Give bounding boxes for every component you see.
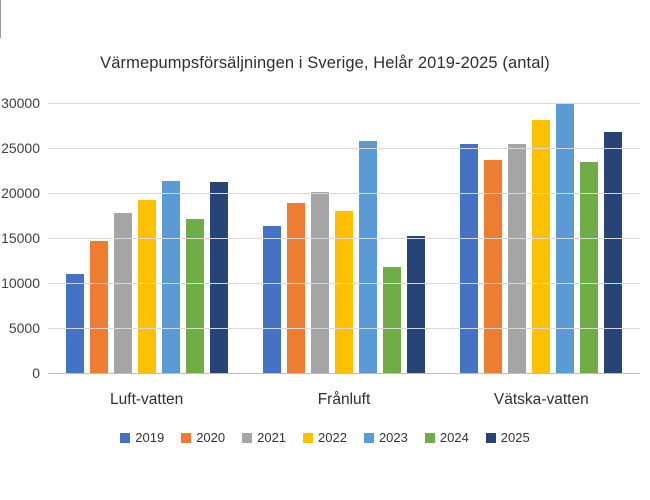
gridline (48, 102, 640, 104)
legend-item: 2023 (363, 430, 408, 445)
legend-swatch (485, 432, 496, 443)
legend-swatch (303, 432, 314, 443)
bar-2024 (580, 161, 599, 373)
legend-label: 2023 (378, 430, 408, 445)
bar-2019 (460, 144, 479, 373)
gridline (48, 282, 640, 284)
gridline (48, 192, 640, 194)
bar-2019 (262, 226, 281, 373)
bar-2022 (334, 211, 353, 373)
gridline (48, 147, 640, 149)
x-axis: Luft-vatten Frånluft Vätska-vatten (48, 391, 640, 409)
legend-swatch (120, 432, 131, 443)
legend-label: 2022 (318, 430, 347, 445)
chart-title: Värmepumpsförsäljningen i Sverige, Helår… (100, 54, 550, 72)
legend-swatch (242, 432, 253, 443)
y-tick-label: 10000 (1, 275, 40, 291)
y-tick-label: 30000 (1, 95, 40, 111)
bar-2024 (185, 219, 204, 373)
category-label: Vätska-vatten (493, 391, 589, 408)
legend-swatch (363, 432, 374, 443)
legend-item: 2019 (120, 430, 164, 445)
x-axis-line (48, 372, 640, 374)
y-tick-label: 0 (32, 365, 40, 381)
bar-groups (48, 103, 640, 373)
bar-2025 (604, 131, 623, 373)
bar-2023 (161, 181, 180, 373)
crop-artifact-line (0, 0, 1, 38)
bar-2020 (484, 159, 503, 373)
legend-item: 2020 (181, 430, 225, 445)
bar-2023 (358, 140, 377, 373)
bar-group (245, 103, 442, 373)
bar-2025 (209, 182, 228, 373)
bar-2025 (406, 236, 425, 373)
legend-swatch (424, 432, 435, 443)
bar-2022 (137, 200, 156, 373)
legend-label: 2020 (196, 430, 226, 445)
y-tick-label: 25000 (1, 140, 40, 156)
legend-label: 2025 (500, 430, 530, 445)
bar-2020 (286, 202, 305, 373)
bar-2021 (508, 143, 527, 373)
category-label: Luft-vatten (110, 391, 184, 408)
y-tick-label: 15000 (1, 230, 40, 246)
legend-item: 2024 (424, 430, 469, 445)
legend-item: 2021 (242, 430, 286, 445)
bar-2022 (532, 120, 551, 373)
gridline (48, 237, 640, 239)
bar-2021 (113, 212, 132, 373)
legend: 2019 2020 2021 2022 2023 2024 2025 (0, 430, 650, 445)
bar-2020 (89, 240, 108, 373)
legend-swatch (181, 432, 192, 443)
bar-2019 (65, 274, 84, 373)
y-tick-label: 5000 (8, 320, 40, 336)
legend-label: 2019 (135, 430, 165, 445)
bar-group (48, 103, 245, 373)
legend-label: 2021 (257, 430, 287, 445)
y-tick-label: 20000 (1, 185, 40, 201)
bar-2024 (382, 266, 401, 373)
category-label: Frånluft (317, 391, 371, 408)
legend-item: 2025 (485, 430, 530, 445)
gridline (48, 327, 640, 329)
legend-item: 2022 (303, 430, 347, 445)
legend-label: 2024 (439, 430, 469, 445)
bar-group (443, 103, 640, 373)
plot-area (48, 102, 640, 374)
